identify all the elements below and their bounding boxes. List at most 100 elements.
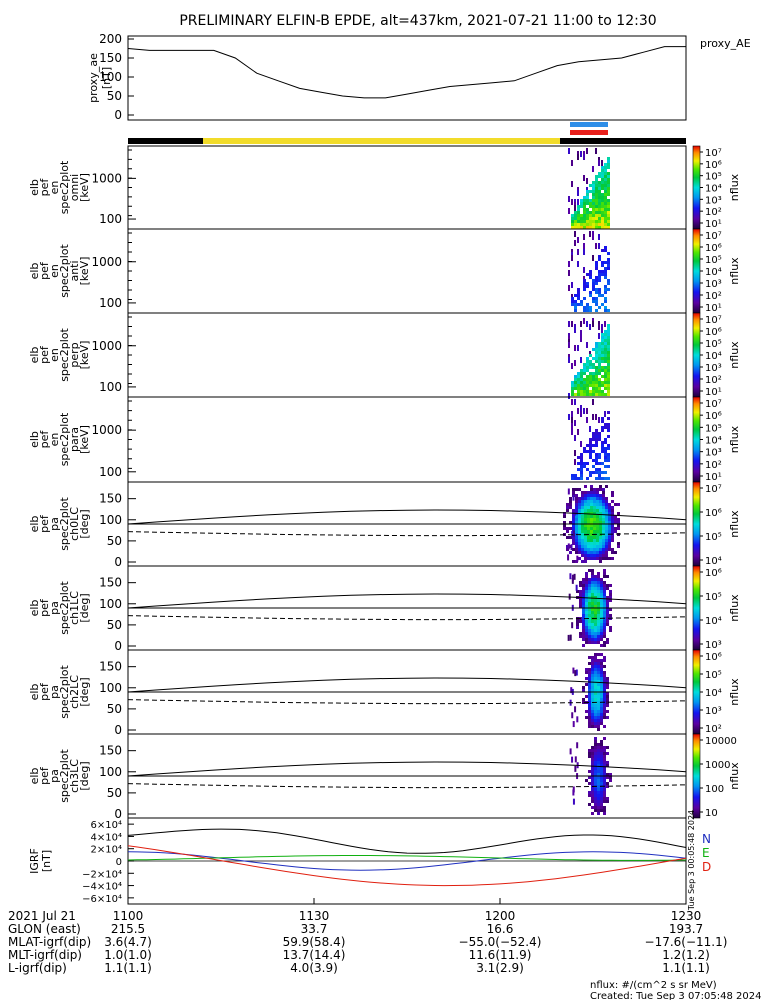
- xaxis-value: 59.9(58.4): [283, 935, 346, 949]
- spectrogram-cell: [580, 151, 582, 157]
- colorbar-label: nflux: [728, 425, 741, 453]
- spectrogram-cell: [596, 509, 599, 512]
- spectrogram-cell: [589, 273, 592, 276]
- spectrogram-cell: [600, 764, 603, 767]
- spectrogram-cell: [578, 497, 581, 500]
- spectrogram-cell: [585, 641, 588, 644]
- spectrogram-cell: [571, 300, 574, 303]
- spectrogram-cell: [591, 764, 594, 767]
- spectrogram-cell: [591, 605, 594, 608]
- spectrogram-cell: [589, 390, 592, 393]
- spectrogram-cell: [592, 223, 595, 226]
- spectrogram-cell: [604, 163, 607, 166]
- spectrogram-cell: [601, 420, 604, 423]
- spectrogram-cell: [592, 471, 595, 474]
- spectrogram-cell: [570, 687, 573, 694]
- spectrogram-cell: [606, 617, 609, 620]
- spectrogram-cell: [592, 184, 595, 187]
- spectrogram-cell: [603, 812, 606, 815]
- spectrogram-cell: [599, 548, 602, 551]
- spectrogram-cell: [597, 662, 600, 665]
- spectrogram-cell: [591, 755, 594, 758]
- spectrogram-cell: [589, 444, 592, 447]
- spectrogram-cell: [591, 686, 594, 689]
- spectrogram-cell: [563, 521, 566, 524]
- spectrogram-cell: [591, 662, 594, 665]
- energy-tick-label: 1000: [91, 255, 122, 269]
- spectrogram-cell: [586, 211, 589, 214]
- spectrogram-cell: [582, 608, 585, 611]
- spectrogram-cell: [579, 593, 582, 596]
- spectrogram-cell: [604, 384, 607, 387]
- spectrogram-cell: [603, 572, 606, 575]
- spectrogram-cell: [608, 524, 611, 527]
- spectrogram-cell: [591, 611, 594, 614]
- spectrogram-cell: [588, 782, 591, 785]
- spectrogram-cell: [590, 551, 593, 554]
- spectrogram-cell: [603, 773, 606, 776]
- spectrogram-cell: [591, 713, 594, 716]
- chart-title: PRELIMINARY ELFIN-B EPDE, alt=437km, 202…: [179, 13, 656, 29]
- spectrogram-cell: [607, 264, 610, 267]
- energy-ylabel: anti: [68, 260, 81, 281]
- spectrogram-cell: [571, 474, 574, 477]
- spectrogram-cell: [581, 521, 584, 524]
- spectrogram-cell: [592, 220, 595, 223]
- spectrogram-cell: [600, 689, 603, 692]
- spectrogram-cell: [591, 575, 594, 578]
- pa-tick-label: 0: [114, 807, 122, 821]
- spectrogram-cell: [571, 223, 574, 226]
- spectrogram-cell: [588, 791, 591, 794]
- spectrogram-cell: [575, 494, 578, 497]
- spectrogram-cell: [583, 306, 586, 309]
- spectrogram-cell: [590, 557, 593, 560]
- spectrogram-cell: [596, 515, 599, 518]
- spectrogram-cell: [594, 779, 597, 782]
- spectrogram-cell: [607, 202, 610, 205]
- spectrogram-cell: [566, 503, 569, 506]
- spectrogram-cell: [571, 577, 574, 584]
- spectrogram-cell: [601, 366, 604, 369]
- spectrogram-cell: [598, 255, 601, 258]
- spectrogram-cell: [588, 608, 591, 611]
- spectrogram-cell: [580, 393, 583, 396]
- spectrogram-cell: [584, 497, 587, 500]
- spectrogram-cell: [602, 545, 605, 548]
- spectrogram-cell: [578, 557, 581, 560]
- spectrogram-cell: [577, 190, 579, 196]
- spectrogram-cell: [594, 623, 597, 626]
- spectrogram-cell: [596, 521, 599, 524]
- spectrogram-cell: [592, 321, 594, 327]
- spectrogram-cell: [566, 548, 569, 551]
- spectrogram-cell: [580, 465, 583, 468]
- spectrogram-cell: [606, 641, 609, 644]
- spectrogram-cell: [600, 599, 603, 602]
- spectrogram-cell: [574, 477, 577, 480]
- spectrogram-cell: [572, 542, 575, 545]
- spectrogram-cell: [575, 669, 578, 676]
- spectrogram-cell: [589, 220, 592, 223]
- spectrogram-cell: [599, 554, 602, 557]
- colorbar-tick-label: 10⁴: [705, 436, 722, 447]
- spectrogram-cell: [603, 659, 606, 662]
- loss-cone-line-lower: [127, 531, 687, 537]
- spectrogram-cell: [575, 506, 578, 509]
- spectrogram-cell: [600, 668, 603, 671]
- spectrogram-cell: [586, 384, 589, 387]
- spectrogram-cell: [598, 387, 601, 390]
- spectrogram-cell: [581, 539, 584, 542]
- spectrogram-cell: [604, 321, 606, 327]
- pa-ylabel: ch0LC: [68, 507, 81, 541]
- spectrogram-cell: [608, 542, 611, 545]
- spectrogram-cell: [589, 378, 592, 381]
- spectrogram-cell: [604, 336, 607, 339]
- spectrogram-cell: [609, 773, 612, 776]
- igrf-E-line: [127, 855, 687, 861]
- spectrogram-cell: [606, 602, 609, 605]
- spectrogram-cell: [600, 779, 603, 782]
- spectrogram-cell: [587, 554, 590, 557]
- spectrogram-cell: [607, 333, 610, 336]
- spectrogram-cell: [591, 770, 594, 773]
- spectrogram-cell: [607, 384, 610, 387]
- spectrogram-cell: [587, 500, 590, 503]
